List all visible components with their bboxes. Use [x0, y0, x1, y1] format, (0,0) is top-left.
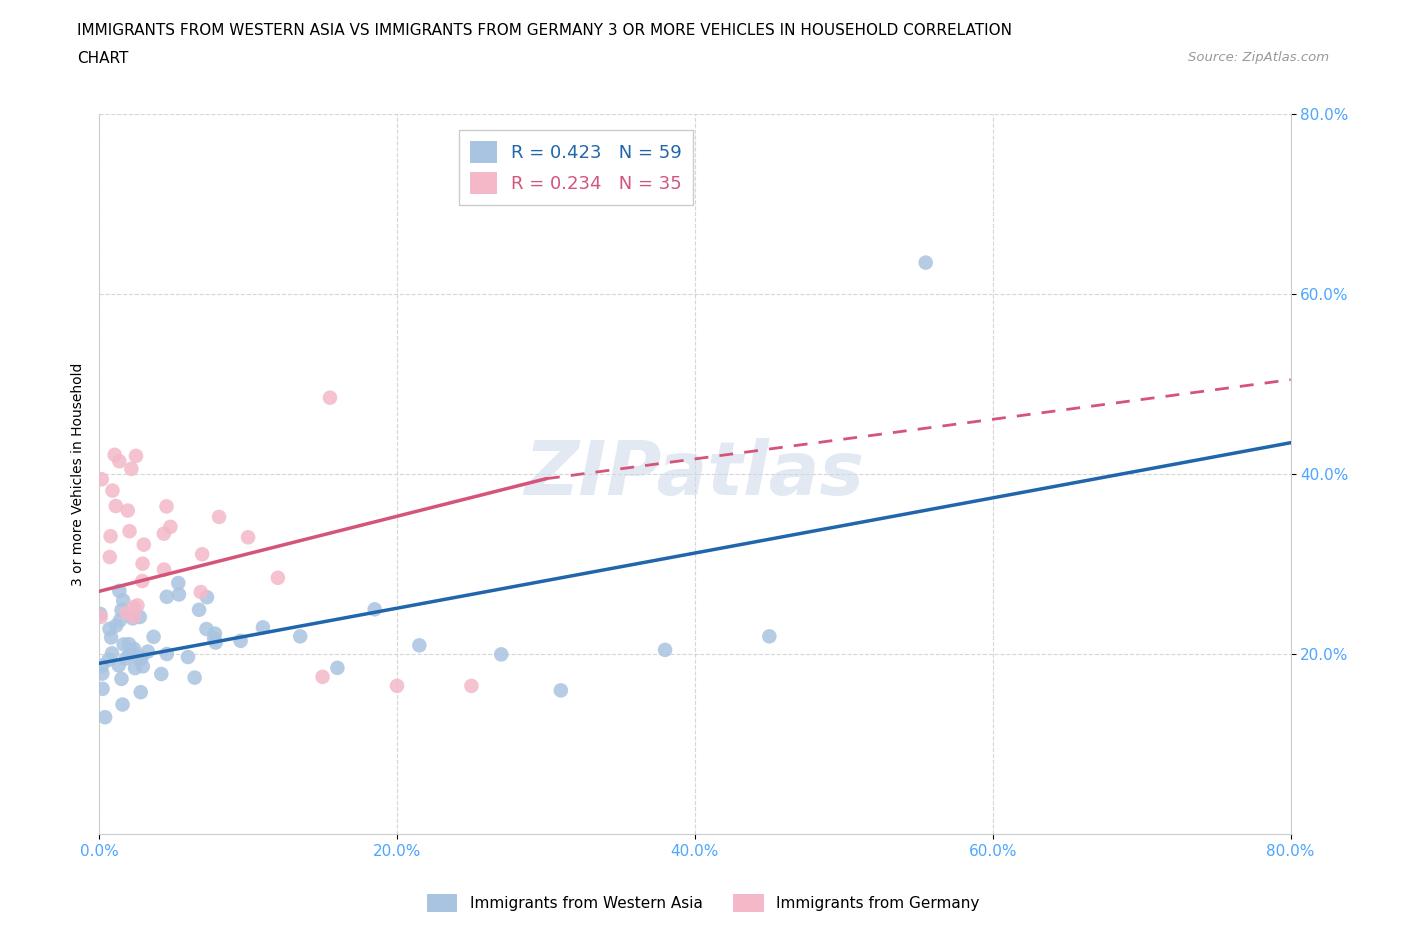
Point: [122, 642, 145, 657]
Point: [127, 598, 149, 613]
Point: [167, 576, 190, 591]
Point: [311, 670, 333, 684]
Point: [131, 650, 153, 665]
Point: [385, 679, 408, 694]
Point: [914, 255, 936, 270]
Point: [408, 638, 430, 653]
Point: [105, 618, 128, 633]
Text: CHART: CHART: [77, 51, 129, 66]
Point: [91, 666, 114, 681]
Point: [153, 526, 176, 541]
Point: [150, 667, 173, 682]
Point: [188, 603, 211, 618]
Point: [98, 550, 121, 565]
Point: [118, 646, 141, 661]
Point: [117, 503, 139, 518]
Point: [97, 652, 120, 667]
Point: [229, 633, 252, 648]
Point: [115, 605, 138, 620]
Point: [120, 461, 142, 476]
Point: [108, 583, 131, 598]
Point: [101, 645, 124, 660]
Point: [118, 524, 141, 538]
Point: [177, 649, 200, 664]
Point: [104, 498, 127, 513]
Point: [111, 698, 134, 712]
Point: [122, 600, 145, 615]
Point: [100, 529, 122, 544]
Point: [136, 644, 159, 659]
Point: [129, 684, 152, 699]
Point: [195, 590, 218, 604]
Point: [290, 629, 312, 644]
Point: [204, 626, 226, 641]
Point: [208, 510, 231, 525]
Point: [550, 683, 572, 698]
Point: [183, 671, 205, 685]
Point: [98, 621, 121, 636]
Point: [156, 646, 179, 661]
Point: [363, 602, 385, 617]
Point: [319, 391, 342, 405]
Point: [132, 658, 155, 673]
Point: [267, 570, 290, 585]
Point: [91, 682, 114, 697]
Point: [156, 590, 179, 604]
Point: [125, 448, 148, 463]
Point: [100, 630, 122, 644]
Y-axis label: 3 or more Vehicles in Household: 3 or more Vehicles in Household: [72, 363, 86, 586]
Point: [191, 547, 214, 562]
Point: [758, 629, 780, 644]
Point: [491, 647, 513, 662]
Point: [112, 593, 135, 608]
Point: [326, 660, 349, 675]
Point: [91, 658, 114, 673]
Point: [108, 613, 131, 628]
Point: [142, 630, 165, 644]
Point: [89, 606, 111, 621]
Point: [118, 637, 141, 652]
Point: [190, 585, 212, 600]
Point: [155, 499, 177, 514]
Text: ZIPatlas: ZIPatlas: [524, 438, 865, 511]
Point: [252, 620, 274, 635]
Point: [153, 562, 176, 577]
Point: [104, 447, 127, 462]
Point: [236, 530, 259, 545]
Point: [110, 671, 132, 686]
Point: [90, 609, 112, 624]
Point: [128, 652, 150, 667]
Legend: Immigrants from Western Asia, Immigrants from Germany: Immigrants from Western Asia, Immigrants…: [420, 888, 986, 918]
Text: Source: ZipAtlas.com: Source: ZipAtlas.com: [1188, 51, 1329, 64]
Point: [120, 644, 142, 658]
Point: [110, 603, 132, 618]
Point: [115, 651, 138, 666]
Point: [202, 631, 225, 645]
Point: [204, 635, 226, 650]
Point: [131, 574, 153, 589]
Point: [128, 609, 150, 624]
Text: IMMIGRANTS FROM WESTERN ASIA VS IMMIGRANTS FROM GERMANY 3 OR MORE VEHICLES IN HO: IMMIGRANTS FROM WESTERN ASIA VS IMMIGRAN…: [77, 23, 1012, 38]
Point: [460, 679, 482, 694]
Point: [90, 472, 112, 486]
Point: [122, 609, 145, 624]
Point: [195, 621, 218, 636]
Point: [101, 484, 124, 498]
Point: [124, 660, 146, 675]
Point: [121, 611, 143, 626]
Point: [167, 587, 190, 602]
Point: [112, 637, 135, 652]
Legend: R = 0.423   N = 59, R = 0.234   N = 35: R = 0.423 N = 59, R = 0.234 N = 35: [458, 130, 693, 205]
Point: [132, 538, 155, 552]
Point: [108, 454, 131, 469]
Point: [94, 710, 117, 724]
Point: [159, 519, 181, 534]
Point: [107, 658, 129, 673]
Point: [654, 643, 676, 658]
Point: [131, 556, 153, 571]
